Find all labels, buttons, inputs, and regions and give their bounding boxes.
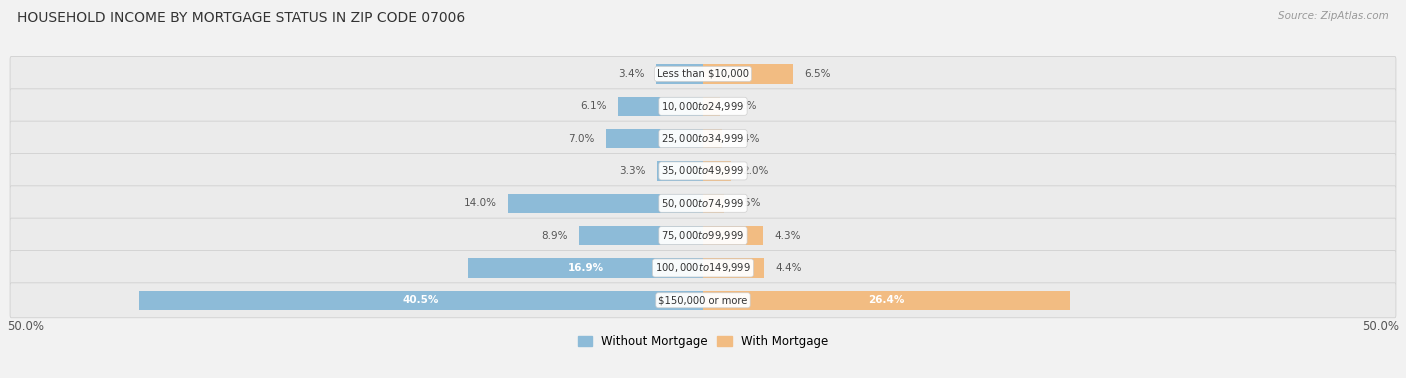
Bar xyxy=(606,129,703,148)
Bar xyxy=(579,226,703,245)
Legend: Without Mortgage, With Mortgage: Without Mortgage, With Mortgage xyxy=(574,330,832,353)
Bar xyxy=(657,161,703,181)
Text: $25,000 to $34,999: $25,000 to $34,999 xyxy=(661,132,745,145)
FancyBboxPatch shape xyxy=(10,283,1396,318)
Text: 1.5%: 1.5% xyxy=(735,198,762,208)
FancyBboxPatch shape xyxy=(10,251,1396,285)
Text: 16.9%: 16.9% xyxy=(567,263,603,273)
FancyBboxPatch shape xyxy=(10,121,1396,156)
Text: 6.5%: 6.5% xyxy=(804,69,831,79)
Text: 7.0%: 7.0% xyxy=(568,133,595,144)
Text: 2.0%: 2.0% xyxy=(742,166,768,176)
FancyBboxPatch shape xyxy=(10,89,1396,124)
Bar xyxy=(508,194,703,213)
Text: $35,000 to $49,999: $35,000 to $49,999 xyxy=(661,164,745,177)
Text: $100,000 to $149,999: $100,000 to $149,999 xyxy=(655,262,751,274)
Bar xyxy=(703,96,720,116)
Text: 8.9%: 8.9% xyxy=(541,231,568,241)
Text: 3.3%: 3.3% xyxy=(620,166,645,176)
FancyBboxPatch shape xyxy=(10,153,1396,188)
Text: 3.4%: 3.4% xyxy=(619,69,644,79)
Text: $75,000 to $99,999: $75,000 to $99,999 xyxy=(661,229,745,242)
FancyBboxPatch shape xyxy=(10,186,1396,221)
Text: $10,000 to $24,999: $10,000 to $24,999 xyxy=(661,100,745,113)
Text: $50,000 to $74,999: $50,000 to $74,999 xyxy=(661,197,745,210)
Bar xyxy=(703,129,723,148)
Text: Source: ZipAtlas.com: Source: ZipAtlas.com xyxy=(1278,11,1389,21)
Text: 14.0%: 14.0% xyxy=(464,198,496,208)
Text: 4.3%: 4.3% xyxy=(773,231,800,241)
Text: Less than $10,000: Less than $10,000 xyxy=(657,69,749,79)
Text: HOUSEHOLD INCOME BY MORTGAGE STATUS IN ZIP CODE 07006: HOUSEHOLD INCOME BY MORTGAGE STATUS IN Z… xyxy=(17,11,465,25)
Bar xyxy=(139,291,703,310)
Text: 6.1%: 6.1% xyxy=(581,101,607,111)
FancyBboxPatch shape xyxy=(10,218,1396,253)
Bar xyxy=(703,291,1070,310)
Text: 40.5%: 40.5% xyxy=(404,295,439,305)
Bar xyxy=(703,64,793,84)
FancyBboxPatch shape xyxy=(10,56,1396,91)
Text: 1.2%: 1.2% xyxy=(731,101,758,111)
Bar xyxy=(703,258,765,278)
Text: 1.4%: 1.4% xyxy=(734,133,761,144)
Text: 4.4%: 4.4% xyxy=(775,263,801,273)
Text: 50.0%: 50.0% xyxy=(1362,320,1399,333)
Bar xyxy=(468,258,703,278)
Bar xyxy=(655,64,703,84)
Text: 26.4%: 26.4% xyxy=(869,295,905,305)
Bar xyxy=(619,96,703,116)
Text: 50.0%: 50.0% xyxy=(7,320,44,333)
Bar xyxy=(703,226,763,245)
Text: $150,000 or more: $150,000 or more xyxy=(658,295,748,305)
Bar xyxy=(703,194,724,213)
Bar xyxy=(703,161,731,181)
